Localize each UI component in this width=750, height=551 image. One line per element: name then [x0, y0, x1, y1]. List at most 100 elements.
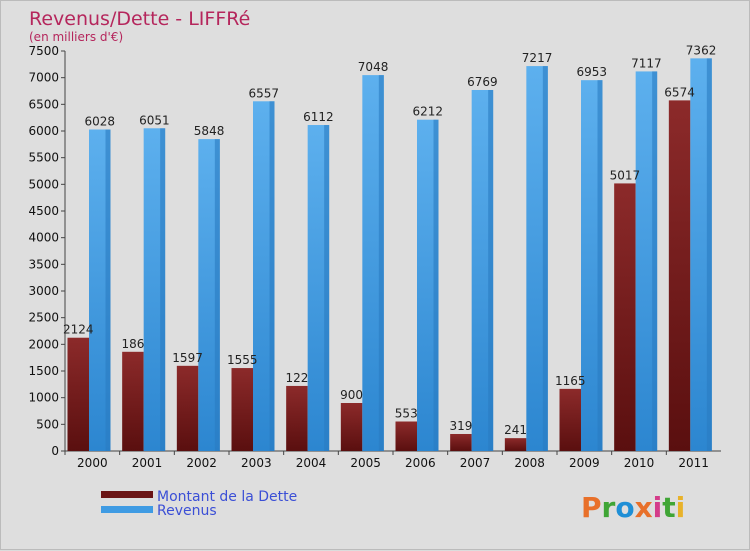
- bar-revenus-shade-2009: [597, 80, 603, 451]
- data-label-dette-2005: 900: [340, 388, 363, 402]
- data-label-dette-2008: 241: [504, 423, 527, 437]
- x-tick-label-2001: 2001: [132, 456, 163, 470]
- bar-revenus-2002: [198, 139, 220, 451]
- x-tick-label-2009: 2009: [569, 456, 600, 470]
- bar-revenus-2000: [89, 129, 111, 452]
- data-label-revenus-2008: 7217: [522, 51, 553, 65]
- data-label-dette-2011: 6574: [664, 85, 695, 99]
- proxiti-logo: Proxiti: [581, 491, 685, 524]
- bar-revenus-2001: [143, 128, 166, 451]
- bar-dette-2001: [122, 351, 144, 451]
- data-label-dette-2007: 319: [449, 419, 472, 433]
- y-tick-label: 4000: [28, 231, 59, 245]
- data-label-dette-2003: 1555: [227, 353, 258, 367]
- bar-revenus-shade-2002: [214, 139, 220, 451]
- y-tick-label: 3000: [28, 284, 59, 298]
- bar-dette-2011: [668, 100, 691, 452]
- bar-revenus-2008: [526, 66, 548, 452]
- y-tick-label: 1500: [28, 364, 59, 378]
- bar-dette-2008: [504, 438, 527, 451]
- data-label-revenus-2007: 6769: [467, 75, 498, 89]
- x-tick-label-2006: 2006: [405, 456, 436, 470]
- y-tick-label: 2000: [28, 337, 59, 351]
- y-tick-label: 7000: [28, 71, 59, 85]
- bar-dette-2000: [67, 337, 89, 451]
- data-label-revenus-2003: 6557: [248, 86, 279, 100]
- bar-dette-2009: [559, 388, 581, 451]
- x-tick-label-2004: 2004: [296, 456, 327, 470]
- bar-dette-2007: [450, 433, 472, 451]
- x-tick-label-2011: 2011: [678, 456, 709, 470]
- bar-revenus-shade-2006: [433, 119, 439, 452]
- bar-revenus-shade-2001: [160, 128, 166, 451]
- y-tick-label: 6000: [28, 124, 59, 138]
- y-tick-label: 2500: [28, 311, 59, 325]
- y-tick-label: 7500: [28, 44, 59, 58]
- bar-revenus-shade-2011: [706, 58, 712, 452]
- x-tick-label-2002: 2002: [186, 456, 217, 470]
- bar-revenus-2006: [417, 119, 439, 452]
- bar-revenus-shade-2010: [652, 71, 658, 451]
- data-label-dette-2010: 5017: [610, 168, 641, 182]
- bar-revenus-2005: [362, 75, 384, 452]
- bar-revenus-2003: [253, 101, 275, 451]
- bar-revenus-2004: [307, 125, 330, 451]
- y-tick-label: 5500: [28, 151, 59, 165]
- bar-dette-2005: [340, 403, 363, 451]
- bar-revenus-2011: [690, 58, 712, 452]
- bar-revenus-shade-2007: [488, 89, 494, 451]
- y-tick-label: 5000: [28, 177, 59, 191]
- legend-swatch-revenus: [101, 506, 153, 513]
- data-label-revenus-2011: 7362: [686, 43, 717, 57]
- data-label-revenus-2006: 6212: [412, 105, 443, 119]
- data-label-dette-2002: 1597: [172, 351, 203, 365]
- data-label-revenus-2004: 6112: [303, 110, 334, 124]
- data-label-dette-2000: 2124: [63, 323, 94, 337]
- bar-revenus-2009: [581, 80, 603, 451]
- bar-revenus-2007: [471, 89, 494, 451]
- y-tick-label: 3500: [28, 257, 59, 271]
- bar-dette-2006: [395, 421, 417, 451]
- x-tick-label-2010: 2010: [624, 456, 655, 470]
- data-label-dette-2006: 553: [395, 407, 418, 421]
- y-tick-label: 4500: [28, 204, 59, 218]
- bar-revenus-shade-2004: [324, 125, 330, 451]
- legend-label-debt: Montant de la Dette: [157, 489, 297, 505]
- chart-title: Revenus/Dette - LIFFRé: [29, 8, 250, 30]
- bar-dette-2004: [286, 385, 308, 451]
- data-label-dette-2001: 186: [121, 337, 144, 351]
- data-label-revenus-2009: 6953: [576, 65, 607, 79]
- x-tick-label-2000: 2000: [77, 456, 108, 470]
- x-tick-label-2005: 2005: [350, 456, 381, 470]
- y-tick-label: 1000: [28, 391, 59, 405]
- data-label-revenus-2005: 7048: [358, 60, 389, 74]
- data-label-revenus-2000: 6028: [84, 115, 115, 129]
- plot-area: 0 500 1000 1500 2000 2500 3000 3500 4000 4500 5000…: [28, 43, 721, 470]
- data-label-revenus-2002: 5848: [194, 124, 225, 138]
- legend-swatch-debt: [101, 491, 153, 498]
- chart-subtitle: (en milliers d'€): [29, 30, 123, 44]
- data-label-dette-2009: 1165: [555, 374, 586, 388]
- y-tick-label: 6500: [28, 97, 59, 111]
- bar-revenus-shade-2003: [269, 101, 275, 451]
- legend: Montant de la Dette Revenus: [101, 489, 297, 519]
- data-label-dette-2004: 122: [285, 371, 308, 385]
- y-tick-label: 0: [51, 444, 59, 458]
- bar-dette-2002: [176, 365, 199, 451]
- bar-revenus-shade-2008: [542, 66, 548, 452]
- data-label-revenus-2010: 7117: [631, 56, 662, 70]
- y-tick-label: 500: [36, 417, 59, 431]
- x-tick-label-2008: 2008: [514, 456, 545, 470]
- bar-revenus-shade-2005: [378, 75, 384, 452]
- x-tick-label-2007: 2007: [460, 456, 491, 470]
- bar-dette-2010: [614, 183, 636, 451]
- legend-label-revenus: Revenus: [157, 503, 217, 519]
- data-label-revenus-2001: 6051: [139, 113, 170, 127]
- logo-text: Proxiti: [581, 491, 685, 524]
- x-tick-label-2003: 2003: [241, 456, 272, 470]
- bar-revenus-2010: [635, 71, 658, 451]
- bar-dette-2003: [231, 368, 253, 451]
- bar-revenus-shade-2000: [105, 129, 111, 452]
